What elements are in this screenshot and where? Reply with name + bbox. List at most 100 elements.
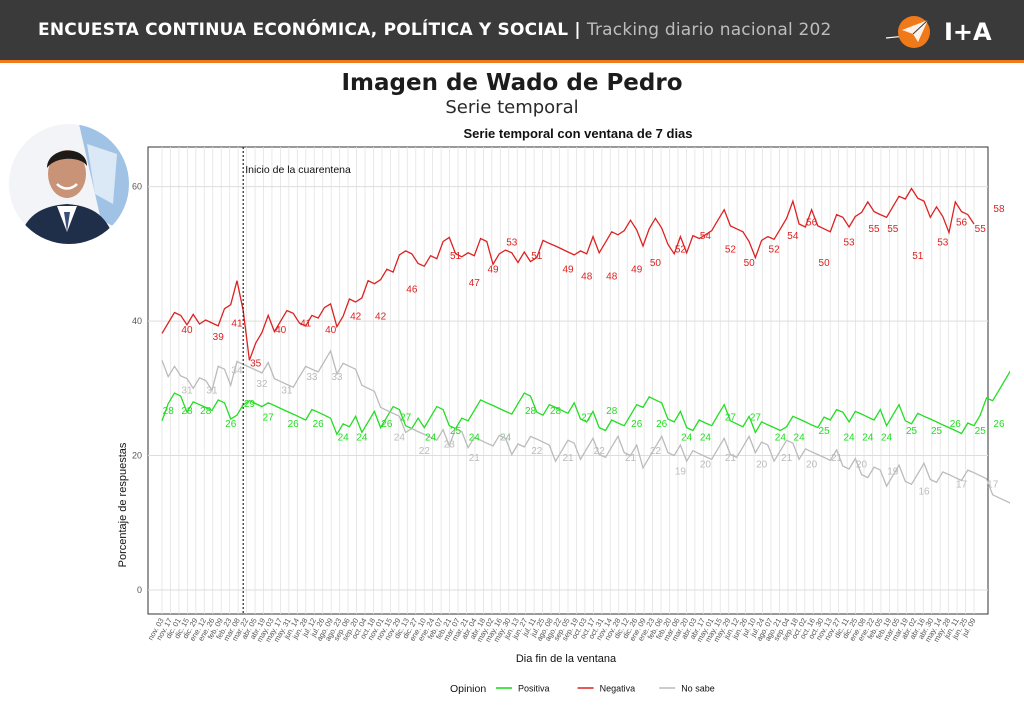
y-tick-label: 20 (132, 451, 142, 461)
data-label: 33 (306, 372, 318, 383)
data-label: 41 (300, 318, 312, 329)
data-label: 21 (831, 453, 843, 464)
data-label: 28 (181, 406, 193, 417)
data-label: 25 (906, 426, 918, 437)
banner-title: ENCUESTA CONTINUA ECONÓMICA, POLÍTICA Y … (38, 20, 832, 40)
data-label: 51 (912, 251, 924, 262)
legend-label: No sabe (681, 684, 715, 694)
page-title: Imagen de Wado de Pedro (341, 70, 683, 96)
data-label: 24 (500, 433, 512, 444)
data-label: 51 (531, 251, 543, 262)
data-label: 28 (606, 406, 618, 417)
data-label: 54 (787, 231, 799, 242)
data-label: 27 (400, 412, 412, 423)
data-label: 21 (725, 453, 737, 464)
data-label: 21 (469, 453, 481, 464)
data-label: 52 (675, 244, 687, 255)
data-label: 24 (394, 433, 406, 444)
data-label: 24 (356, 433, 368, 444)
data-label: 22 (419, 446, 431, 457)
chart-legend: Opinion Positiva Negativa No sabe (450, 683, 715, 695)
y-axis-label: Porcentaje de respuestas (117, 442, 129, 567)
y-tick-label: 0 (137, 585, 142, 595)
data-label: 49 (487, 265, 499, 276)
data-label: 32 (256, 379, 268, 390)
data-label: 24 (700, 433, 712, 444)
data-label: 24 (794, 433, 806, 444)
data-label: 35 (250, 359, 262, 370)
data-label: 48 (606, 271, 618, 282)
data-label: 24 (775, 433, 787, 444)
data-label: 28 (550, 406, 562, 417)
data-label: 20 (756, 460, 768, 471)
data-label: 29 (244, 399, 256, 410)
data-label: 50 (650, 258, 662, 269)
data-label: 26 (993, 419, 1005, 430)
data-label: 17 (956, 480, 968, 491)
data-label: 24 (338, 433, 350, 444)
avatar-portrait-icon (9, 124, 129, 244)
data-label: 28 (200, 406, 212, 417)
data-label: 53 (937, 238, 949, 249)
data-label: 56 (956, 218, 968, 229)
data-label: 50 (744, 258, 756, 269)
data-label: 21 (781, 453, 793, 464)
data-label: 49 (631, 265, 643, 276)
data-label: 26 (631, 419, 643, 430)
paper-plane-icon (885, 16, 930, 48)
chart-title: Serie temporal con ventana de 7 dias (463, 126, 692, 141)
data-label: 24 (862, 433, 874, 444)
data-label: 31 (181, 386, 193, 397)
data-label: 26 (656, 419, 668, 430)
data-label: 55 (868, 224, 880, 235)
banner-title-sub: Tracking diario nacional 202 (586, 20, 832, 40)
top-banner: ENCUESTA CONTINUA ECONÓMICA, POLÍTICA Y … (0, 0, 1024, 60)
series-line-positiva (161, 370, 1010, 436)
data-label: 31 (206, 386, 218, 397)
data-label: 48 (581, 271, 593, 282)
data-label: 39 (213, 332, 225, 343)
legend-title: Opinion (450, 683, 486, 695)
data-label: 17 (987, 480, 999, 491)
data-label: 20 (806, 460, 818, 471)
data-label: 24 (844, 433, 856, 444)
banner-title-main: ENCUESTA CONTINUA ECONÓMICA, POLÍTICA Y … (38, 20, 569, 40)
data-label: 34 (231, 365, 243, 376)
data-label: 25 (975, 426, 987, 437)
data-label: 25 (450, 426, 462, 437)
data-label: 27 (263, 412, 275, 423)
accent-line (0, 60, 1024, 63)
data-label: 26 (950, 419, 962, 430)
series-line-no-sabe (161, 349, 1010, 504)
data-label: 46 (406, 285, 418, 296)
time-series-chart: Serie temporal con ventana de 7 dias 40 3… (117, 126, 1010, 695)
data-label: 24 (425, 433, 437, 444)
data-label: 52 (769, 244, 781, 255)
y-tick-label: 40 (132, 316, 142, 326)
data-label: 26 (288, 419, 300, 430)
data-label: 19 (675, 466, 687, 477)
data-label: 42 (350, 312, 362, 323)
page-subtitle: Serie temporal (445, 97, 579, 118)
data-label: 40 (181, 325, 193, 336)
data-label: 19 (887, 466, 899, 477)
series-line-negativa (161, 187, 975, 361)
data-label: 26 (225, 419, 237, 430)
quarantine-annotation: Inicio de la cuarentena (245, 164, 351, 176)
y-tick-label: 60 (132, 182, 142, 192)
data-label: 24 (681, 433, 693, 444)
data-label: 58 (993, 204, 1005, 215)
data-label: 56 (806, 218, 818, 229)
data-label: 20 (700, 460, 712, 471)
data-label: 28 (525, 406, 537, 417)
data-label: 22 (650, 446, 662, 457)
data-label: 28 (163, 406, 175, 417)
data-label: 55 (887, 224, 899, 235)
brand-logo: I+A (884, 12, 994, 52)
data-label: 31 (281, 386, 293, 397)
x-axis-label: Dia fin de la ventana (516, 653, 617, 665)
data-label: 53 (844, 238, 856, 249)
logo-text: I+A (944, 18, 992, 46)
data-label: 54 (700, 231, 712, 242)
data-label: 27 (581, 412, 593, 423)
